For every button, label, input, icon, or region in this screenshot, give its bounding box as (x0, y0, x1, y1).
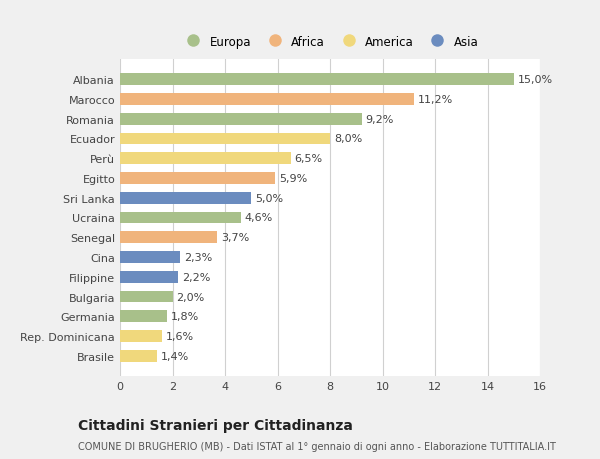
Text: 3,7%: 3,7% (221, 233, 250, 243)
Text: 1,8%: 1,8% (171, 312, 199, 322)
Text: 8,0%: 8,0% (334, 134, 362, 144)
Bar (120, 232, 217, 244)
Bar (120, 173, 275, 185)
Text: COMUNE DI BRUGHERIO (MB) - Dati ISTAT al 1° gennaio di ogni anno - Elaborazione : COMUNE DI BRUGHERIO (MB) - Dati ISTAT al… (78, 441, 556, 451)
Text: 2,3%: 2,3% (184, 252, 212, 263)
Text: 15,0%: 15,0% (518, 75, 553, 85)
Text: 5,9%: 5,9% (279, 174, 307, 184)
Bar (120, 133, 330, 145)
Text: Cittadini Stranieri per Cittadinanza: Cittadini Stranieri per Cittadinanza (78, 418, 353, 431)
Bar (120, 291, 173, 303)
Text: 5,0%: 5,0% (255, 193, 283, 203)
Bar (120, 271, 178, 283)
Text: 9,2%: 9,2% (365, 114, 394, 124)
Bar (120, 330, 162, 342)
Text: 4,6%: 4,6% (245, 213, 273, 223)
Bar (120, 311, 167, 323)
Text: 2,0%: 2,0% (176, 292, 205, 302)
Text: 2,2%: 2,2% (182, 272, 210, 282)
Text: 6,5%: 6,5% (295, 154, 323, 164)
Text: 1,6%: 1,6% (166, 331, 194, 341)
Bar (120, 113, 361, 125)
Text: 11,2%: 11,2% (418, 95, 453, 105)
Bar (120, 94, 414, 106)
Bar (120, 153, 290, 165)
Bar (120, 350, 157, 362)
Bar (120, 74, 514, 86)
Bar (120, 192, 251, 204)
Bar (120, 252, 181, 263)
Text: 1,4%: 1,4% (161, 351, 189, 361)
Legend: Europa, Africa, America, Asia: Europa, Africa, America, Asia (176, 31, 484, 53)
Bar (120, 212, 241, 224)
